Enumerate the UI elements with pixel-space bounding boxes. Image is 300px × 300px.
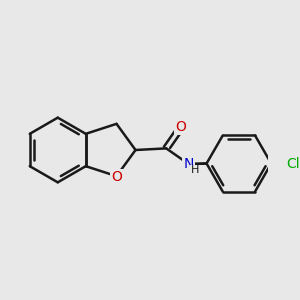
Text: O: O [176,120,186,134]
Text: H: H [190,165,199,175]
Text: Cl: Cl [286,157,299,170]
Text: N: N [184,157,194,170]
Text: O: O [111,170,122,184]
